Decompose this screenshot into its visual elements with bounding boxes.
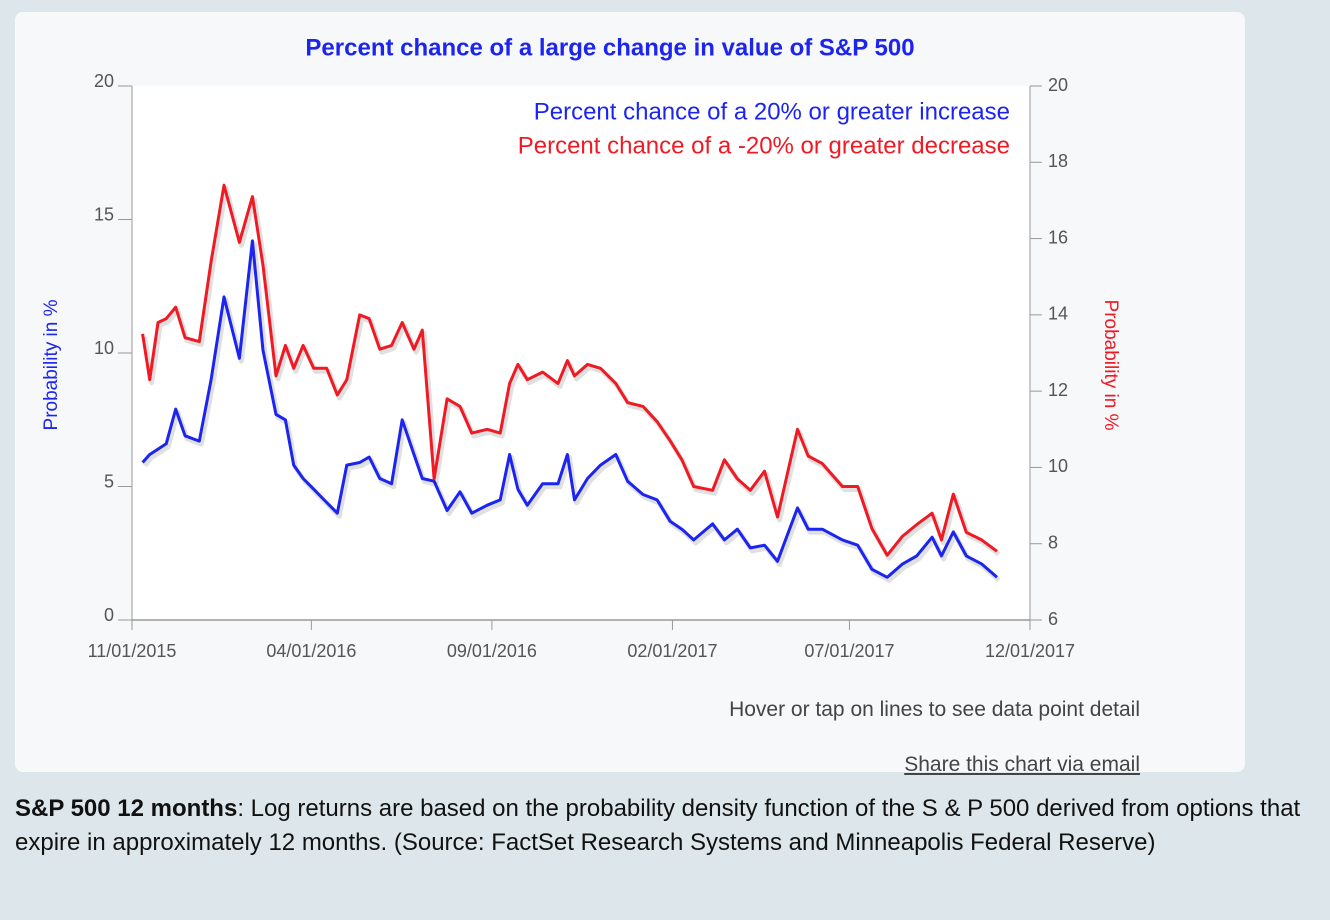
y2-tick-label: 10 (1048, 456, 1068, 476)
y2-tick-label: 16 (1048, 227, 1068, 247)
y-tick-label: 15 (94, 204, 114, 224)
x-tick-label: 09/01/2016 (447, 641, 537, 661)
caption-bold: S&P 500 12 months (15, 795, 238, 822)
y-tick-label: 10 (94, 338, 114, 358)
share-link[interactable]: Share this chart via email (904, 753, 1140, 776)
hint-text: Hover or tap on lines to see data point … (729, 698, 1140, 721)
y2-tick-label: 14 (1048, 304, 1068, 324)
chart-title: Percent chance of a large change in valu… (305, 34, 914, 61)
x-tick-label: 07/01/2017 (804, 641, 894, 661)
y2-tick-label: 18 (1048, 151, 1068, 171)
caption-text: : Log returns are based on the probabili… (15, 795, 1301, 856)
y2-tick-label: 20 (1048, 75, 1068, 95)
y-tick-label: 5 (104, 471, 114, 491)
share-row: Share this chart via email (15, 753, 1140, 777)
y2-axis-label: Probability in % (1100, 300, 1121, 431)
series-line (141, 239, 998, 579)
x-tick-label: 11/01/2015 (88, 641, 177, 661)
y-axis-label: Probability in % (41, 299, 62, 430)
x-tick-label: 12/01/2017 (985, 641, 1075, 661)
y2-tick-label: 6 (1048, 609, 1058, 629)
caption: S&P 500 12 months: Log returns are based… (15, 792, 1315, 860)
y2-tick-label: 12 (1048, 380, 1068, 400)
y-tick-label: 20 (94, 71, 114, 91)
x-tick-label: 02/01/2017 (627, 641, 717, 661)
y-tick-label: 0 (104, 605, 114, 625)
chart: Percent chance of a large change in valu… (41, 34, 1121, 661)
legend-entry: Percent chance of a -20% or greater decr… (518, 132, 1010, 159)
series-line (141, 183, 998, 557)
chart-panel: Percent chance of a large change in valu… (15, 12, 1245, 776)
y2-tick-label: 8 (1048, 532, 1058, 552)
legend-entry: Percent chance of a 20% or greater incre… (534, 98, 1010, 125)
x-tick-label: 04/01/2016 (266, 641, 356, 661)
